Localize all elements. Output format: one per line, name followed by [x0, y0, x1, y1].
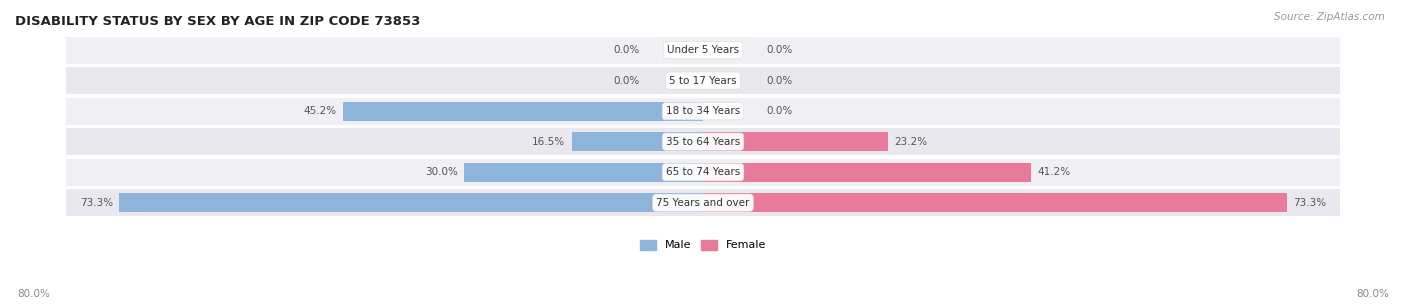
- Text: Under 5 Years: Under 5 Years: [666, 45, 740, 55]
- Bar: [66, 37, 1340, 63]
- Text: 0.0%: 0.0%: [613, 45, 640, 55]
- Bar: [66, 128, 1340, 155]
- Bar: [703, 163, 1031, 182]
- Bar: [66, 98, 1340, 124]
- Text: 0.0%: 0.0%: [613, 76, 640, 86]
- Bar: [343, 102, 703, 120]
- Bar: [66, 189, 1340, 216]
- Text: 73.3%: 73.3%: [1294, 198, 1326, 208]
- Bar: [703, 193, 1286, 212]
- Bar: [703, 132, 887, 151]
- Text: 73.3%: 73.3%: [80, 198, 112, 208]
- Text: DISABILITY STATUS BY SEX BY AGE IN ZIP CODE 73853: DISABILITY STATUS BY SEX BY AGE IN ZIP C…: [15, 15, 420, 28]
- Text: 0.0%: 0.0%: [766, 76, 793, 86]
- Text: 80.0%: 80.0%: [17, 289, 49, 299]
- Bar: [572, 132, 703, 151]
- Text: 45.2%: 45.2%: [304, 106, 336, 116]
- Bar: [66, 67, 1340, 94]
- Text: 0.0%: 0.0%: [766, 45, 793, 55]
- Text: 65 to 74 Years: 65 to 74 Years: [666, 167, 740, 177]
- Text: 18 to 34 Years: 18 to 34 Years: [666, 106, 740, 116]
- Bar: [120, 193, 703, 212]
- Bar: [464, 163, 703, 182]
- Text: Source: ZipAtlas.com: Source: ZipAtlas.com: [1274, 12, 1385, 22]
- Text: 80.0%: 80.0%: [1357, 289, 1389, 299]
- Bar: [66, 159, 1340, 186]
- Text: 75 Years and over: 75 Years and over: [657, 198, 749, 208]
- Text: 23.2%: 23.2%: [894, 137, 927, 147]
- Legend: Male, Female: Male, Female: [636, 235, 770, 255]
- Text: 30.0%: 30.0%: [425, 167, 458, 177]
- Text: 16.5%: 16.5%: [531, 137, 565, 147]
- Text: 0.0%: 0.0%: [766, 106, 793, 116]
- Text: 35 to 64 Years: 35 to 64 Years: [666, 137, 740, 147]
- Text: 41.2%: 41.2%: [1038, 167, 1070, 177]
- Text: 5 to 17 Years: 5 to 17 Years: [669, 76, 737, 86]
